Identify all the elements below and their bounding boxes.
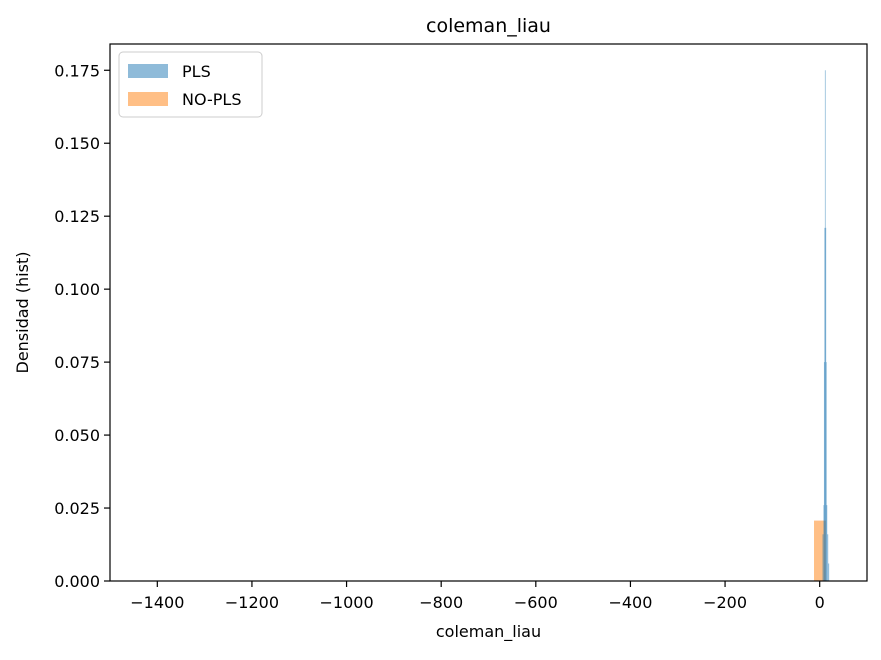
x-tick-label-4: −600	[514, 593, 558, 612]
histogram-bar-pls-9	[828, 563, 830, 581]
histogram-bar-pls-5	[825, 227, 827, 582]
plot-frame	[109, 43, 868, 582]
y-tick-label-4: 0.100	[54, 280, 100, 299]
y-tick-label-7: 0.175	[54, 61, 100, 80]
x-tick-label-2: −1000	[320, 593, 374, 612]
y-tick-label-2: 0.050	[54, 426, 100, 445]
x-tick-label-6: −200	[703, 593, 747, 612]
legend-swatch-pls	[128, 64, 168, 78]
histogram-bar-pls-1	[823, 505, 825, 581]
y-tick-label-1: 0.025	[54, 499, 100, 518]
y-axis-label: Densidad (hist)	[13, 252, 32, 374]
histogram-bar-pls-0	[822, 534, 824, 581]
x-tick-label-5: −400	[608, 593, 652, 612]
x-tick-label-1: −1200	[225, 593, 279, 612]
x-tick-label-7: 0	[815, 593, 825, 612]
chart-title: coleman_liau	[426, 15, 551, 37]
y-tick-label-5: 0.125	[54, 207, 100, 226]
histogram-bar-pls-4	[824, 70, 826, 582]
histogram-bar-no-pls-0	[814, 520, 826, 581]
y-tick-label-0: 0.000	[54, 572, 100, 591]
legend-swatch-no-pls	[128, 92, 168, 106]
histogram-bar-pls-8	[827, 534, 829, 581]
legend-label-no-pls: NO-PLS	[182, 90, 242, 109]
y-tick-label-6: 0.150	[54, 134, 100, 153]
y-tick-label-3: 0.075	[54, 353, 100, 372]
x-tick-label-0: −1400	[130, 593, 184, 612]
histogram-bar-pls-6	[825, 362, 827, 581]
histogram-bar-pls-3	[824, 227, 826, 582]
histogram-bar-pls-7	[826, 505, 828, 581]
x-axis-label: coleman_liau	[436, 622, 541, 642]
x-tick-label-3: −800	[419, 593, 463, 612]
histogram-bar-pls-2	[823, 362, 825, 581]
legend-label-pls: PLS	[182, 62, 211, 81]
